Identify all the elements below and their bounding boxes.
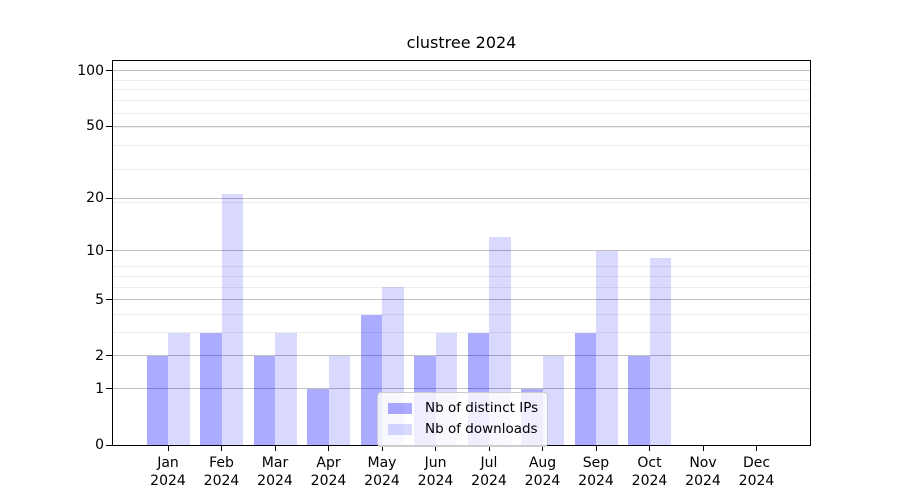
legend-swatch-distinct-ips [388, 403, 412, 414]
x-tick [649, 446, 650, 451]
x-tick-label-jan: Jan 2024 [150, 455, 186, 489]
x-tick [756, 446, 757, 451]
gridline-major [113, 388, 810, 390]
y-tick [106, 197, 112, 199]
y-tick [106, 70, 112, 72]
bar-downloads-feb [221, 194, 243, 445]
gridline-major [113, 299, 810, 301]
x-tick-label-feb: Feb 2024 [203, 455, 240, 489]
x-tick-label-nov: Nov 2024 [685, 455, 721, 489]
x-tick [702, 446, 704, 451]
x-tick [435, 446, 436, 451]
gridline-minor [113, 275, 810, 277]
y-tick-label: 20 [86, 190, 104, 207]
x-tick [595, 446, 597, 451]
x-tick-label-may: May 2024 [364, 455, 400, 489]
gridline-major [113, 355, 810, 357]
x-tick [274, 446, 276, 451]
bar-distinct-ips-sep [574, 332, 596, 445]
bar-distinct-ips-feb [200, 332, 222, 445]
x-tick [542, 446, 543, 451]
y-tick-label: 50 [86, 118, 104, 135]
y-tick-label: 1 [95, 380, 104, 397]
legend-label-downloads: Nb of downloads [425, 421, 538, 437]
bar-downloads-mar [275, 332, 297, 445]
bar-distinct-ips-oct [628, 355, 650, 445]
legend-swatch-downloads [388, 424, 412, 435]
gridlines-layer [113, 61, 810, 445]
y-tick-label: 5 [95, 291, 104, 308]
gridline-minor [113, 89, 810, 91]
legend-item-distinct-ips: Nb of distinct IPs [378, 398, 547, 419]
legend-item-downloads: Nb of downloads [378, 419, 547, 440]
y-tick-label: 2 [95, 347, 104, 364]
bar-downloads-sep [596, 250, 618, 445]
gridline-minor [113, 332, 810, 334]
y-tick-label: 0 [95, 437, 104, 453]
gridline-minor [113, 79, 810, 81]
gridline-minor [113, 127, 810, 129]
gridline-minor [113, 145, 810, 147]
gridline-minor [113, 286, 810, 288]
y-tick-label: 100 [77, 62, 104, 79]
gridline-major [113, 197, 810, 199]
x-tick-label-mar: Mar 2024 [257, 455, 293, 489]
bar-distinct-ips-may [360, 314, 382, 445]
gridline-major [113, 125, 810, 127]
x-tick-label-oct: Oct 2024 [631, 455, 668, 489]
x-tick [221, 446, 222, 451]
y-tick-label: 10 [86, 242, 104, 259]
gridline-major [113, 250, 810, 252]
x-tick-label-aug: Aug 2024 [524, 455, 561, 489]
x-tick-label-sep: Sep 2024 [578, 455, 614, 489]
x-tick [167, 446, 169, 451]
plot-area [112, 60, 811, 446]
x-tick-label-apr: Apr 2024 [310, 455, 347, 489]
x-tick [488, 446, 490, 451]
legend-label-distinct-ips: Nb of distinct IPs [425, 400, 539, 416]
gridline-minor [113, 201, 810, 203]
x-tick-label-jun: Jun 2024 [417, 455, 454, 489]
bar-downloads-oct [649, 258, 671, 445]
y-tick [106, 250, 112, 252]
gridline-minor [113, 266, 810, 268]
x-tick [328, 446, 329, 451]
gridline-minor [113, 100, 810, 102]
bar-downloads-apr [328, 355, 350, 445]
bar-distinct-ips-apr [307, 388, 329, 445]
bar-distinct-ips-jan [146, 355, 168, 445]
y-tick [106, 444, 112, 446]
y-tick [106, 125, 112, 127]
gridline-minor [113, 112, 810, 114]
gridline-minor [113, 168, 810, 170]
bar-distinct-ips-mar [253, 355, 275, 445]
y-tick [106, 299, 112, 301]
bars-layer [113, 61, 810, 445]
gridline-minor [113, 314, 810, 315]
gridline-major [113, 70, 810, 72]
x-tick-label-dec: Dec 2024 [738, 455, 775, 489]
bar-downloads-jan [168, 332, 190, 445]
x-tick-label-jul: Jul 2024 [471, 455, 507, 489]
chart-title: clustree 2024 [406, 33, 517, 52]
y-tick [106, 355, 112, 357]
y-tick [106, 388, 112, 390]
x-tick [381, 446, 383, 451]
legend: Nb of distinct IPs Nb of downloads [377, 392, 548, 447]
